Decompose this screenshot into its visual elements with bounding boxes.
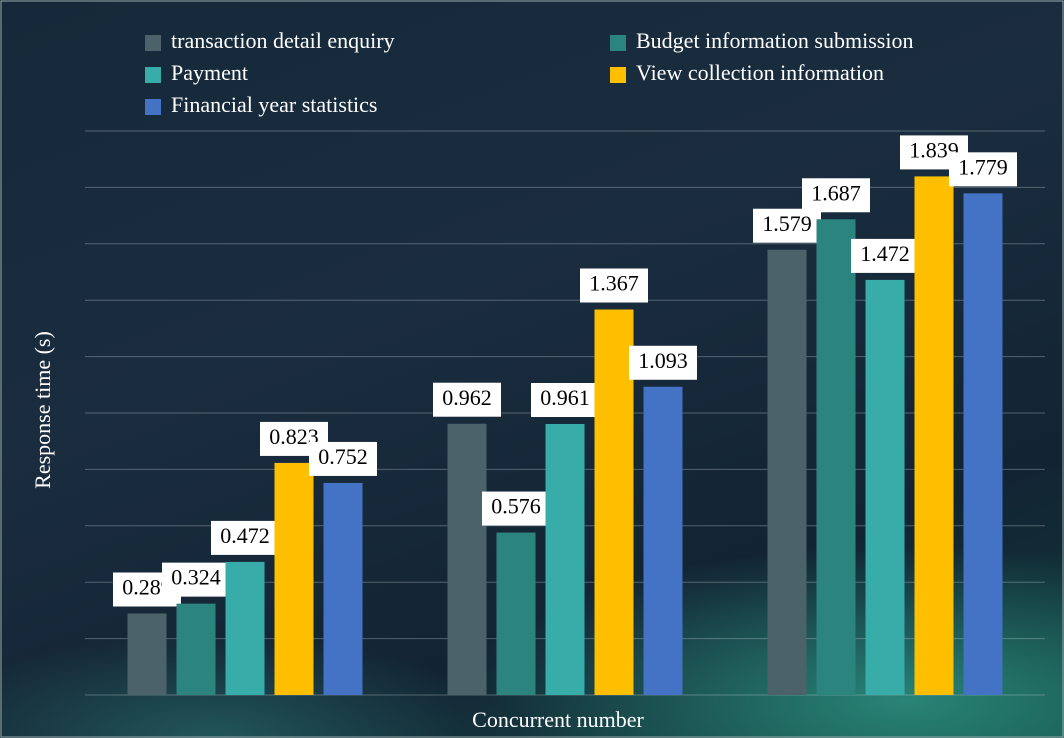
legend-swatch bbox=[145, 67, 161, 83]
data-label-box bbox=[580, 268, 648, 303]
legend-swatch bbox=[145, 99, 161, 115]
data-label: 0.962 bbox=[442, 385, 492, 410]
data-label-box bbox=[802, 178, 870, 213]
bar bbox=[865, 279, 905, 695]
data-label: 0.961 bbox=[540, 385, 590, 410]
data-label-box bbox=[851, 238, 919, 273]
legend-label: Financial year statistics bbox=[171, 92, 378, 117]
data-label-box bbox=[162, 562, 230, 597]
bar bbox=[816, 219, 856, 696]
data-label-box bbox=[309, 441, 377, 476]
bar bbox=[496, 532, 536, 695]
legend-swatch bbox=[145, 35, 161, 51]
data-label: 1.367 bbox=[589, 271, 639, 296]
data-label: 0.472 bbox=[220, 523, 270, 548]
legend-label: Budget information submission bbox=[636, 28, 913, 53]
bar bbox=[274, 462, 314, 695]
data-label: 0.752 bbox=[318, 444, 368, 469]
data-label-box bbox=[433, 382, 501, 417]
legend-label: Payment bbox=[171, 60, 248, 85]
bar bbox=[767, 249, 807, 696]
bar bbox=[594, 309, 634, 695]
legend-label: View collection information bbox=[636, 60, 884, 85]
bar bbox=[323, 482, 363, 695]
legend-swatch bbox=[610, 35, 626, 51]
data-label-box bbox=[482, 491, 550, 526]
bar bbox=[176, 603, 216, 695]
bar bbox=[225, 561, 265, 695]
bar bbox=[545, 423, 585, 695]
data-label-box bbox=[629, 345, 697, 380]
bar bbox=[643, 386, 683, 695]
data-label: 1.579 bbox=[762, 211, 812, 236]
data-label: 1.472 bbox=[860, 241, 910, 266]
bar bbox=[127, 613, 167, 695]
data-label: 0.576 bbox=[491, 494, 541, 519]
legend-swatch bbox=[610, 67, 626, 83]
data-label: 1.779 bbox=[958, 154, 1008, 179]
data-label: 1.093 bbox=[638, 348, 688, 373]
data-label-box bbox=[211, 520, 279, 555]
bar bbox=[914, 176, 954, 696]
data-label: 1.687 bbox=[811, 180, 861, 205]
data-label-box bbox=[949, 152, 1017, 187]
legend-label: transaction detail enquiry bbox=[171, 28, 395, 53]
data-label: 0.324 bbox=[171, 565, 221, 590]
bar bbox=[447, 423, 487, 695]
data-label-box bbox=[753, 208, 821, 243]
bar bbox=[963, 193, 1003, 695]
x-axis-title: Concurrent number bbox=[472, 707, 644, 732]
y-axis-title: Response time (s) bbox=[30, 331, 55, 489]
data-label-box bbox=[531, 382, 599, 417]
